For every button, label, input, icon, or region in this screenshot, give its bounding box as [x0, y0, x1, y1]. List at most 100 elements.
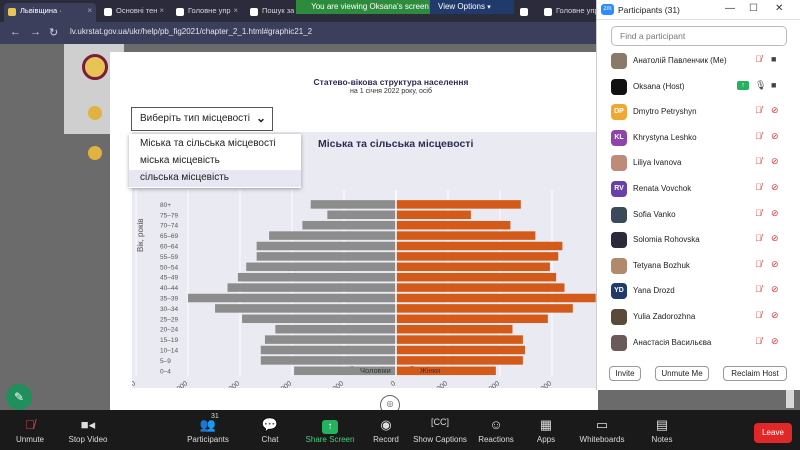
bar-male[interactable] [215, 304, 396, 313]
participants-button[interactable]: 👥 Participants [178, 410, 238, 450]
bar-male[interactable] [256, 241, 396, 251]
bar-female[interactable] [396, 231, 536, 240]
participant-row[interactable]: Yulia Zadorozhna 🎙̸ ⊘ [597, 306, 800, 331]
bar-male[interactable] [256, 252, 396, 261]
option-urban[interactable]: міська місцевість [140, 155, 220, 166]
reload-icon[interactable]: ↻ [49, 27, 59, 39]
notes-button[interactable]: ▤ Notes [632, 410, 692, 450]
site-menu-icon[interactable] [88, 146, 102, 160]
bar-male[interactable] [310, 200, 396, 209]
bar-male[interactable] [269, 231, 396, 240]
participant-row[interactable]: Oksana (Host) ↑ 🎙 ■ [597, 76, 800, 101]
whiteboard-icon: ▭ [595, 417, 609, 432]
participant-row[interactable]: KL Khrystyna Leshko 🎙̸ ⊘ [597, 127, 800, 152]
participant-row[interactable]: Liliya Ivanova 🎙̸ ⊘ [597, 152, 800, 177]
record-button[interactable]: ◉ Record [356, 410, 416, 450]
back-icon[interactable]: ← [10, 26, 21, 38]
bar-female[interactable] [396, 345, 525, 355]
legend-swatch [348, 366, 356, 374]
view-options-button[interactable]: View Options ▾ [430, 0, 514, 14]
bar-male[interactable] [237, 272, 396, 282]
close-tab-icon[interactable]: × [233, 6, 238, 15]
bar-female[interactable] [396, 324, 513, 334]
bar-female[interactable] [396, 220, 511, 230]
forward-icon[interactable]: → [30, 26, 41, 38]
locality-type-select[interactable]: Виберіть тип місцевості ⌄ [131, 107, 273, 131]
favicon-icon [250, 8, 258, 16]
stop-video-button[interactable]: ■◂ Stop Video [58, 410, 118, 450]
bar-female[interactable] [396, 272, 557, 282]
age-tick-label: 5–9 [160, 358, 171, 365]
participant-row[interactable]: Анастасія Васильєва 🎙̸ ⊘ [597, 332, 800, 357]
whiteboards-button[interactable]: ▭ Whiteboards [572, 410, 632, 450]
apps-button[interactable]: ▦ Apps [516, 410, 576, 450]
browser-tab[interactable]: Пошук за к [246, 3, 294, 22]
camera-icon: ■ [771, 79, 777, 90]
participant-row[interactable]: Solomia Rohovska 🎙̸ ⊘ [597, 229, 800, 254]
browser-tab[interactable]: Головне упр [540, 3, 596, 22]
bar-male[interactable] [246, 262, 396, 272]
browser-tab[interactable]: Основні тен × [100, 3, 168, 22]
option-rural[interactable]: сільська місцевість [129, 170, 301, 187]
participant-search-input[interactable]: Find a participant [611, 26, 787, 46]
bar-male[interactable] [260, 345, 396, 355]
microphone-muted-icon: 🎙̸ [755, 156, 762, 167]
browser-tab[interactable] [516, 3, 538, 22]
site-menu-icon[interactable] [88, 106, 102, 120]
option-urban-and-rural[interactable]: Міська та сільська місцевості [140, 138, 276, 149]
meeting-toolbar: 🎙̸ Unmute ■◂ Stop Video 👥 Participants 3… [0, 410, 800, 450]
close-tab-icon[interactable]: × [159, 6, 164, 15]
bar-male[interactable] [275, 324, 396, 334]
bar-female[interactable] [396, 200, 521, 209]
close-tab-icon[interactable]: × [87, 6, 92, 15]
minimize-icon[interactable]: — [725, 3, 735, 14]
page-scrollbar[interactable] [786, 380, 794, 408]
bar-female[interactable] [396, 356, 523, 365]
bar-male[interactable] [242, 314, 396, 324]
url-field[interactable]: lv.ukrstat.gov.ua/ukr/help/pb_fig2021/ch… [70, 27, 313, 36]
invite-button[interactable]: Invite [609, 366, 641, 381]
participant-row[interactable]: Tetyana Bozhuk 🎙̸ ⊘ [597, 255, 800, 280]
pencil-icon[interactable]: ✎ [6, 384, 32, 410]
bar-female[interactable] [396, 314, 548, 324]
participant-row[interactable]: Анатолій Павленчик (Me) 🎙̸ ■ [597, 50, 800, 75]
bar-female[interactable] [396, 293, 596, 303]
bar-female[interactable] [396, 366, 496, 376]
bar-female[interactable] [396, 283, 565, 292]
bar-female[interactable] [396, 241, 563, 251]
close-icon[interactable]: ✕ [775, 3, 784, 14]
bar-male[interactable] [294, 366, 396, 376]
participants-title: Participants (31) [618, 5, 680, 15]
share-screen-button[interactable]: ↑ Share Screen [305, 420, 355, 444]
age-tick-label: 30–34 [160, 306, 178, 313]
bar-female[interactable] [396, 210, 471, 220]
bar-male[interactable] [227, 283, 396, 292]
legend-female[interactable]: Жінки [408, 366, 440, 375]
bar-male[interactable] [302, 220, 396, 230]
participant-row[interactable]: YD Yana Drozd 🎙̸ ⊘ [597, 280, 800, 305]
show-captions-button[interactable]: [CC] Show Captions [410, 410, 470, 450]
participant-name: Анатолій Павленчик (Me) [633, 56, 727, 65]
bar-female[interactable] [396, 335, 523, 344]
bar-male[interactable] [264, 335, 396, 344]
bar-male[interactable] [327, 210, 396, 220]
participant-row[interactable]: RV Renata Vovchok 🎙̸ ⊘ [597, 178, 800, 203]
legend-male[interactable]: Чоловіки [348, 366, 391, 375]
bar-female[interactable] [396, 304, 573, 313]
maximize-icon[interactable]: ☐ [749, 3, 758, 14]
reactions-button[interactable]: ☺ Reactions [466, 410, 526, 450]
chat-button[interactable]: 💬 Chat [240, 410, 300, 450]
camera-off-icon: ⊘ [771, 310, 779, 320]
browser-tab[interactable]: Головне упр × [172, 3, 242, 22]
bar-female[interactable] [396, 262, 550, 272]
leave-button[interactable]: Leave [754, 423, 792, 443]
participant-row[interactable]: DP Dmytro Petryshyn 🎙̸ ⊘ [597, 101, 800, 126]
browser-tab[interactable]: Львівщина · × [4, 3, 96, 22]
bar-female[interactable] [396, 252, 559, 261]
reclaim-host-button[interactable]: Reclaim Host [723, 366, 787, 381]
unmute-button[interactable]: 🎙̸ Unmute [0, 410, 60, 450]
participant-row[interactable]: Sofia Vanko 🎙̸ ⊘ [597, 204, 800, 229]
bar-male[interactable] [260, 356, 396, 365]
bar-male[interactable] [188, 293, 396, 303]
unmute-me-button[interactable]: Unmute Me [655, 366, 709, 381]
